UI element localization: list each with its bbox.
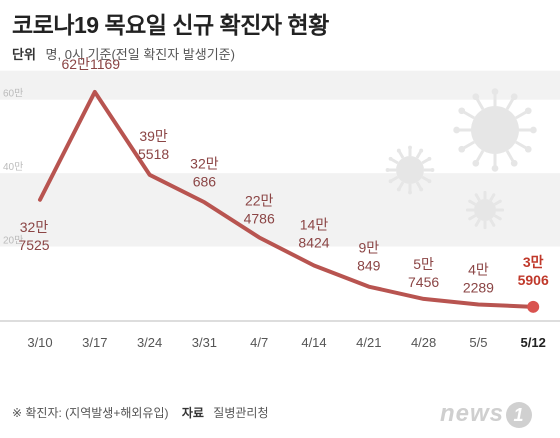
unit-text: 명, 0시 기준(전일 확진자 발생기준): [45, 47, 235, 62]
x-axis-line: [0, 320, 560, 322]
x-tick-label: 4/21: [356, 335, 381, 350]
value-labels: 32만 7525 62만1169 39만 5518 32만 686 22만 4786 14만 842…: [18, 56, 549, 296]
x-tick-label: 4/28: [411, 335, 436, 350]
y-tick-label: 60만: [3, 88, 23, 100]
x-axis: 3/10 3/17 3/24 3/31 4/7 4/14 4/21 4/28 5/5 5/12: [27, 335, 546, 350]
x-tick-label: 3/17: [82, 335, 107, 350]
data-label: 5만 7456: [408, 256, 439, 290]
virus-icon: [385, 145, 435, 195]
x-tick-label: 5/12: [521, 335, 546, 350]
data-label: 62만1169: [62, 56, 121, 72]
data-label: 39만 5518: [138, 128, 169, 162]
x-tick-label: 4/7: [250, 335, 268, 350]
x-tick-label: 4/14: [301, 335, 326, 350]
source-label: 자료: [181, 406, 204, 420]
x-tick-label: 3/24: [137, 335, 162, 350]
data-label: 22만 4786: [244, 192, 275, 226]
last-data-point: [527, 300, 540, 313]
virus-icon: [465, 190, 505, 230]
page-title: 코로나19 목요일 신규 확진자 현황: [12, 12, 329, 38]
source-text: 질병관리청: [213, 406, 269, 420]
x-tick-label: 3/31: [192, 335, 217, 350]
footer-note: ※ 확진자: (지역발생+해외유입): [12, 406, 169, 420]
footer: ※ 확진자: (지역발생+해외유입) 자료 질병관리청: [12, 404, 268, 421]
y-tick-label: 20만: [3, 235, 23, 247]
virus-icon: [453, 88, 537, 172]
series-line-group: [38, 89, 540, 313]
x-tick-label: 5/5: [469, 335, 487, 350]
data-label: 14만 8424: [298, 217, 329, 251]
y-axis-ticks: 20만 40만 60만: [3, 88, 23, 247]
x-tick-label: 3/10: [27, 335, 52, 350]
data-label: 4만 2289: [463, 261, 494, 295]
data-label: 32만 7525: [18, 219, 49, 253]
data-label: 32만 686: [190, 155, 219, 189]
news1-logo: news 1: [440, 400, 533, 428]
y-tick-label: 40만: [3, 161, 23, 173]
unit-note: 단위 명, 0시 기준(전일 확진자 발생기준): [12, 44, 235, 63]
data-label: 3만 5906: [518, 254, 549, 288]
unit-label: 단위: [12, 47, 36, 62]
series-line: [38, 89, 536, 309]
data-label: 9만 849: [357, 240, 381, 274]
virus-decoration: [385, 88, 537, 230]
